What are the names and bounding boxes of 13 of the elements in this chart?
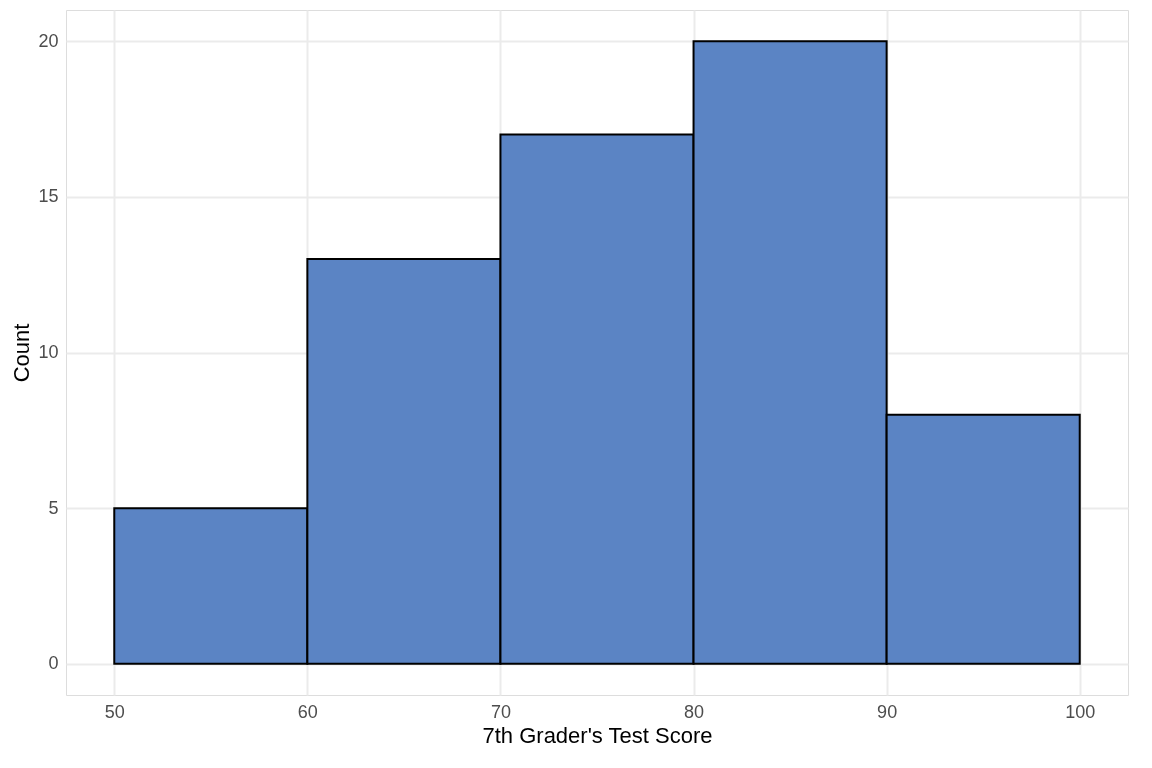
x-tick-label: 50 [104,701,125,722]
x-tick-label: 90 [877,701,898,722]
y-tick-label: 20 [38,30,59,51]
y-tick-label: 10 [38,342,59,362]
x-tick-label: 60 [297,701,318,722]
x-tick-label: 100 [1065,701,1096,722]
y-tick-label: 15 [38,186,59,207]
x-axis-title: 7th Grader's Test Score [482,722,713,748]
y-tick-label: 0 [48,653,59,674]
y-axis-title: Count [9,323,35,383]
x-tick-label: 70 [490,701,511,722]
x-tick-label: 80 [684,701,705,722]
y-tick-label: 5 [48,497,59,518]
